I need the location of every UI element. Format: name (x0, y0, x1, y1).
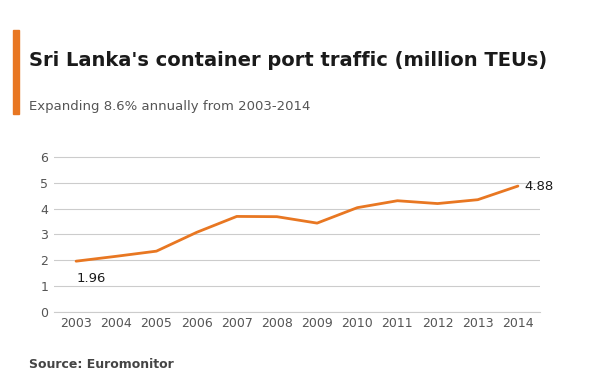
Text: Expanding 8.6% annually from 2003-2014: Expanding 8.6% annually from 2003-2014 (29, 100, 310, 113)
Text: Sri Lanka's container port traffic (million TEUs): Sri Lanka's container port traffic (mill… (29, 51, 547, 70)
Text: Source: Euromonitor: Source: Euromonitor (29, 358, 173, 370)
Text: 4.88: 4.88 (525, 180, 554, 193)
Text: 1.96: 1.96 (76, 272, 106, 285)
